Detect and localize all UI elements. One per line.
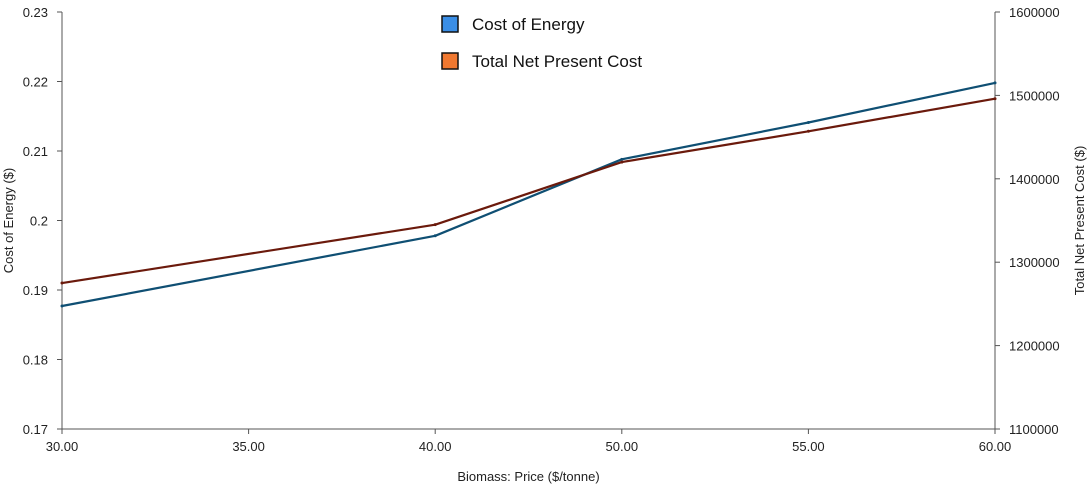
y-left-tick-label: 0.22 xyxy=(23,75,48,90)
series-point xyxy=(993,81,997,85)
x-tick-label: 50.00 xyxy=(606,439,639,454)
series-point xyxy=(993,97,997,101)
y-left-tick-label: 0.2 xyxy=(30,214,48,229)
y-right-tick-label: 1100000 xyxy=(1009,422,1059,437)
y-left-axis-title: Cost of Energy ($) xyxy=(1,168,16,274)
y-right-tick-label: 1500000 xyxy=(1009,88,1060,103)
x-tick-label: 40.00 xyxy=(419,439,452,454)
series-point xyxy=(60,281,64,285)
series-point xyxy=(60,304,64,308)
y-left-tick-label: 0.18 xyxy=(23,353,48,368)
axes: 30.00 35.00 40.00 50.00 55.00 60.00 0.17 0.18 0.… xyxy=(23,5,1060,454)
legend-swatch xyxy=(441,15,459,33)
x-axis-title: Biomass: Price ($/tonne) xyxy=(457,469,599,484)
y-right-tick-label: 1300000 xyxy=(1009,255,1060,270)
legend: Cost of Energy Total Net Present Cost xyxy=(441,15,642,71)
series-point xyxy=(433,223,437,227)
series-point xyxy=(433,234,437,238)
y-left-tick-label: 0.17 xyxy=(23,422,48,437)
x-tick-label: 55.00 xyxy=(792,439,825,454)
y-right-axis-title: Total Net Present Cost ($) xyxy=(1072,146,1087,296)
series-point xyxy=(806,121,810,125)
legend-swatch xyxy=(441,52,459,70)
series-layer xyxy=(60,81,997,308)
y-left-tick-label: 0.23 xyxy=(23,5,48,20)
x-tick-label: 30.00 xyxy=(46,439,79,454)
y-left-tick-label: 0.21 xyxy=(23,144,48,159)
series-point xyxy=(806,129,810,133)
legend-label: Total Net Present Cost xyxy=(472,52,642,71)
series-point xyxy=(620,160,624,164)
legend-label: Cost of Energy xyxy=(472,15,585,34)
y-left-tick-label: 0.19 xyxy=(23,283,48,298)
y-right-tick-label: 1400000 xyxy=(1009,172,1060,187)
series-line-total-net-present-cost xyxy=(60,97,997,285)
series-point xyxy=(620,157,624,161)
y-right-tick-label: 1200000 xyxy=(1009,339,1060,354)
x-tick-label: 35.00 xyxy=(232,439,265,454)
x-tick-label: 60.00 xyxy=(979,439,1012,454)
y-right-tick-label: 1600000 xyxy=(1009,5,1060,20)
